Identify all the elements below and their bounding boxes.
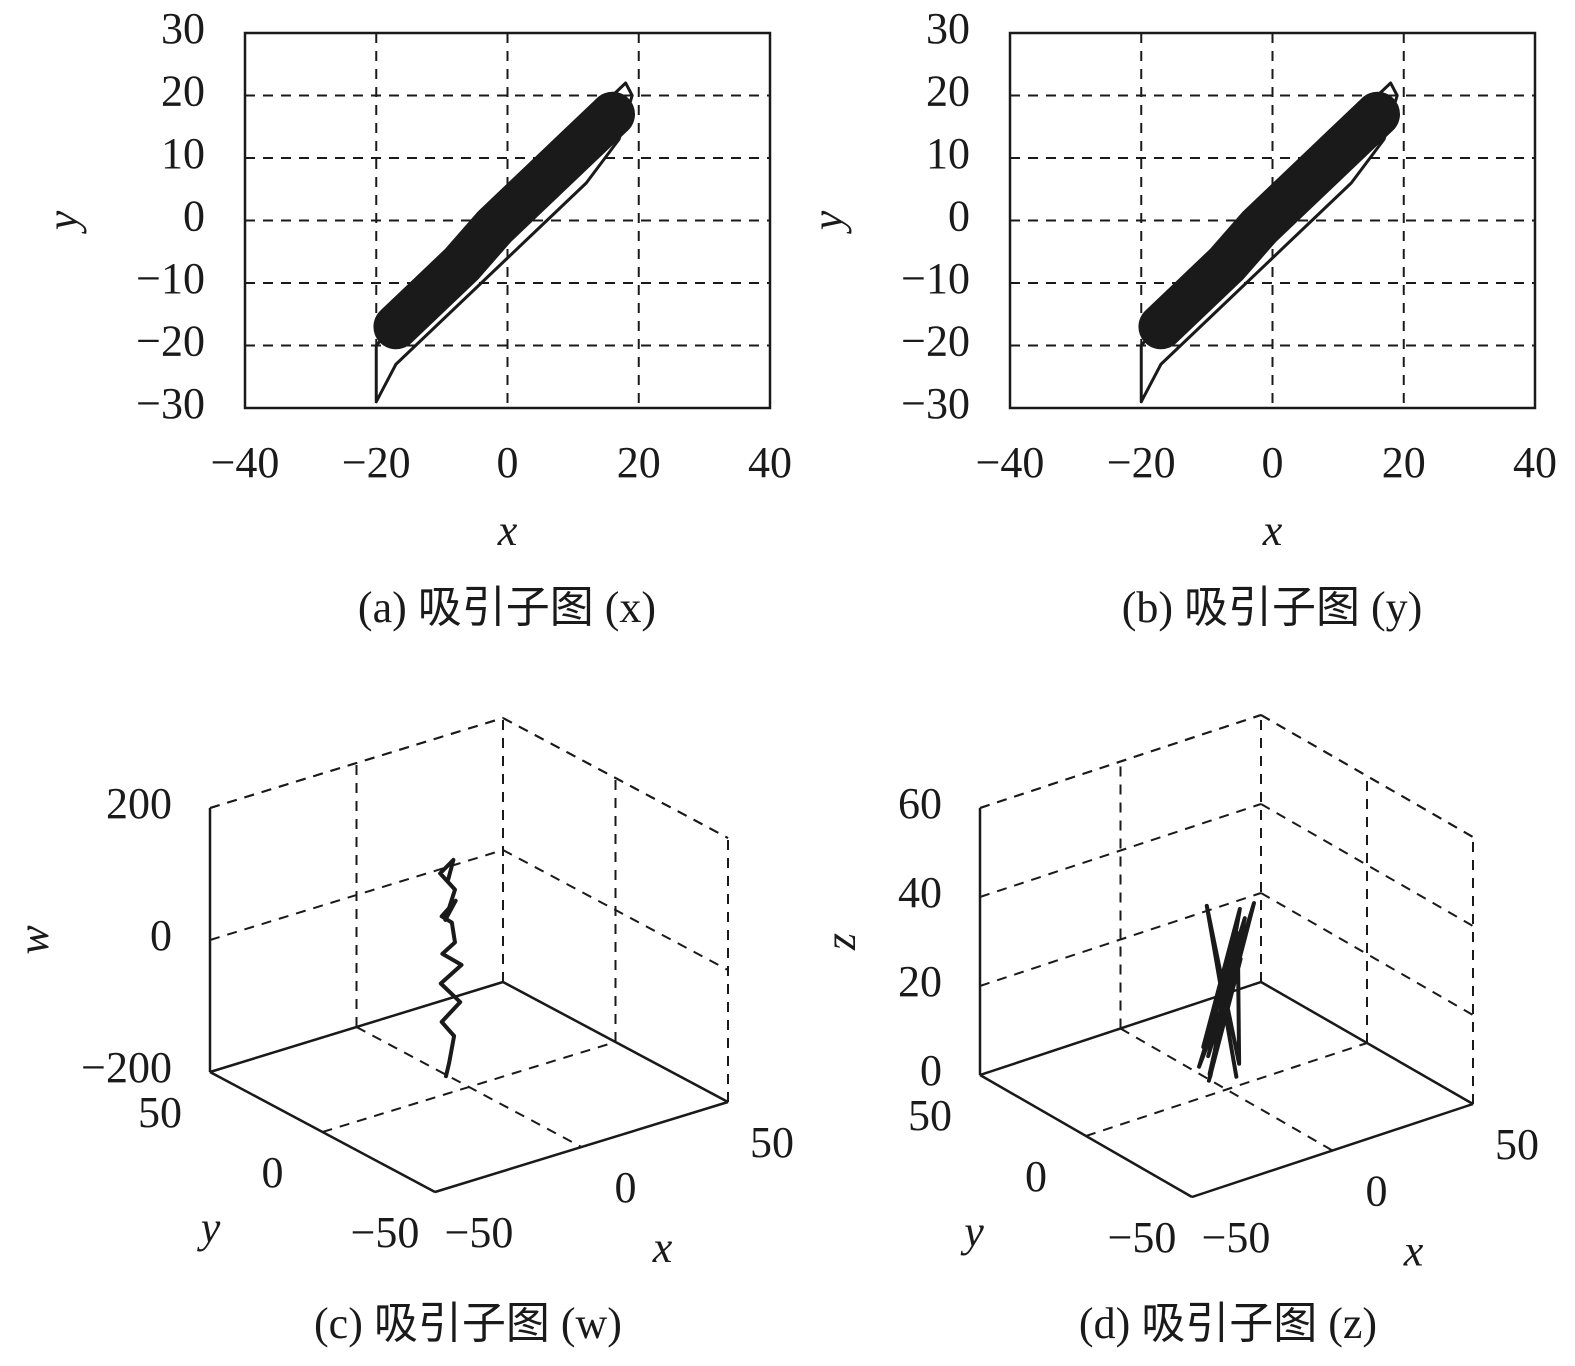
trajectory [438,857,464,1079]
y-tick-label: 30 [161,4,205,53]
x-tick-label: −50 [445,1208,514,1257]
y-tick-label: 20 [161,67,205,116]
grid-line [502,849,729,971]
x-axis-label: x [1403,1227,1424,1276]
grid-line [979,981,1262,1076]
y-tick-label: 20 [926,67,970,116]
grid-line [1260,981,1474,1105]
x-tick-label: 40 [748,438,792,487]
z-axis-label: w [9,925,58,955]
y-tick-label: −20 [901,317,970,366]
grid-line [502,981,729,1103]
y-axis-label: y [197,1203,221,1252]
y-tick-label: 10 [161,129,205,178]
plot-frame [1008,31,1537,410]
x-tick-label: 0 [615,1163,637,1212]
z-tick-label: −200 [81,1043,172,1092]
x-tick-label: −40 [976,438,1045,487]
x-axis [1191,1102,1474,1199]
y-tick-label: 30 [926,4,970,53]
x-tick-label: 20 [617,438,661,487]
x-tick-label: −40 [211,438,280,487]
x-tick-label: 50 [750,1118,794,1167]
trajectory [1139,81,1399,404]
y-tick-label: −10 [136,254,205,303]
y-axis-label: y [960,1207,984,1256]
grid-line [209,849,504,941]
z-tick-label: 0 [920,1046,942,1095]
grid-line [979,803,1262,898]
y-tick-label: 0 [948,192,970,241]
caption: (d) 吸引子图 (z) [1079,1299,1377,1348]
z-tick-label: 40 [898,868,942,917]
y-tick-label: 0 [1025,1152,1047,1201]
y-tick-label: 10 [926,129,970,178]
y-axis-label: y [803,210,852,234]
z-tick-label: 0 [150,911,172,960]
x-axis-label: x [497,506,518,555]
y-axis [979,1073,1193,1199]
grid-line [979,892,1262,987]
x-tick-label: −20 [342,438,411,487]
x-axis-label: x [652,1223,673,1272]
trajectory [1197,901,1256,1083]
y-tick-label: 0 [262,1148,284,1197]
x-tick-label: 20 [1382,438,1426,487]
y-tick-label: −30 [136,379,205,428]
grid-line [1260,803,1474,927]
z-tick-label: 20 [898,957,942,1006]
plot-frame [243,31,772,410]
y-tick-label: −50 [351,1208,420,1257]
x-tick-label: −50 [1202,1213,1271,1262]
grid-line [209,717,504,809]
z-tick-label: 200 [106,779,172,828]
y-axis-label: y [38,210,87,234]
caption: (c) 吸引子图 (w) [314,1299,622,1348]
trajectory [374,81,634,404]
grid-line [1260,714,1474,838]
caption: (b) 吸引子图 (y) [1122,583,1423,632]
x-axis-label: x [1262,506,1283,555]
x-tick-label: 0 [497,438,519,487]
grid-line [979,714,1262,809]
x-tick-label: 50 [1495,1120,1539,1169]
x-tick-label: 0 [1262,438,1284,487]
caption: (a) 吸引子图 (x) [358,583,656,632]
y-tick-label: 50 [138,1088,182,1137]
x-tick-label: −20 [1107,438,1176,487]
y-tick-label: 0 [183,192,205,241]
grid-line [1085,1042,1368,1137]
grid-line [1260,892,1474,1016]
x-tick-label: 0 [1366,1167,1388,1216]
x-axis [434,1100,729,1194]
trajectory [373,91,635,350]
trajectory [1138,91,1400,350]
y-tick-label: −50 [1108,1213,1177,1262]
y-tick-label: 50 [908,1091,952,1140]
grid-line [322,1041,616,1133]
y-tick-label: −20 [136,317,205,366]
z-tick-label: 60 [898,779,942,828]
grid-line [502,717,729,839]
y-tick-label: −30 [901,379,970,428]
grid-line [1120,1027,1333,1152]
y-axis [209,1070,436,1194]
x-tick-label: 40 [1513,438,1557,487]
grid-line [209,981,504,1073]
y-tick-label: −10 [901,254,970,303]
z-axis-label: z [816,933,865,951]
